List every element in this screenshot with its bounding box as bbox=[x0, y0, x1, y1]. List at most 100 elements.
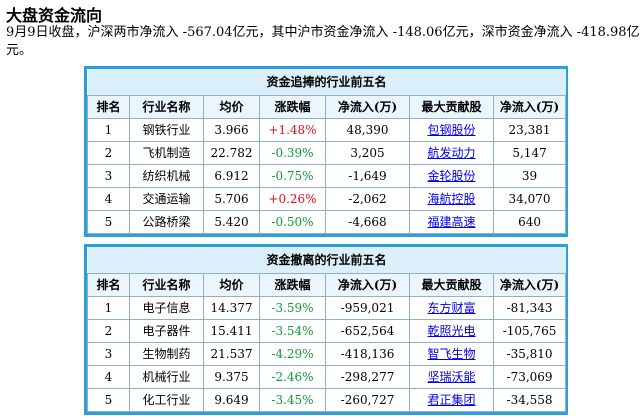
outflow-table-body: 1 电子信息 14.377 -3.59% -959,021 东方财富 -81,343 2 电子器… bbox=[87, 295, 567, 412]
top-stock-link[interactable]: 金轮股份 bbox=[427, 169, 476, 183]
rank-cell: 2 bbox=[87, 140, 130, 165]
industry-cell: 公路桥梁 bbox=[142, 215, 191, 229]
col-header: 均价 bbox=[203, 94, 260, 119]
col-header: 最大贡献股 bbox=[409, 272, 494, 297]
change-cell: -3.59% bbox=[271, 300, 314, 315]
col-header: 最大贡献股 bbox=[409, 94, 494, 119]
price-cell: 6.912 bbox=[214, 168, 249, 183]
stock-net-inflow-cell: 5,147 bbox=[492, 140, 567, 165]
change-cell: -2.46% bbox=[259, 364, 326, 389]
inflow-table-block: 资金追捧的行业前五名 排名 行业名称 均价 涨跌幅 净流入(万) 最大贡献股 净… bbox=[84, 66, 568, 237]
stock-net-inflow-cell: -81,343 bbox=[492, 295, 567, 320]
price-cell: 9.375 bbox=[214, 369, 249, 384]
stock-net-inflow-cell: -73,069 bbox=[492, 364, 567, 389]
price-cell: 21.537 bbox=[203, 341, 260, 366]
top-stock-link[interactable]: 坚瑞沃能 bbox=[427, 370, 476, 384]
change-cell: +0.26% bbox=[259, 186, 326, 211]
stock-net-inflow-cell: -105,765 bbox=[502, 323, 557, 338]
top-stock-cell: 金轮股份 bbox=[409, 163, 494, 188]
inflow-header-row: 排名 行业名称 均价 涨跌幅 净流入(万) 最大贡献股 净流入(万) bbox=[87, 94, 567, 119]
table-row: 4 交通运输 5.706 +0.26% -2,062 海航控股 34,070 bbox=[87, 186, 567, 211]
industry-cell: 机械行业 bbox=[129, 364, 204, 389]
change-cell: -0.50% bbox=[259, 209, 326, 234]
industry-cell: 化工行业 bbox=[142, 393, 191, 407]
table-row: 1 钢铁行业 3.966 +1.48% 48,390 包钢股份 23,381 bbox=[87, 117, 567, 142]
top-stock-link[interactable]: 东方财富 bbox=[427, 301, 476, 315]
change-cell: -0.50% bbox=[271, 214, 314, 229]
stock-net-inflow-cell: -105,765 bbox=[492, 318, 567, 343]
industry-cell: 机械行业 bbox=[142, 370, 191, 384]
price-cell: 22.782 bbox=[210, 145, 253, 160]
net-inflow-cell: 3,205 bbox=[325, 140, 410, 165]
net-inflow-cell: -652,564 bbox=[340, 323, 395, 338]
net-inflow-cell: -959,021 bbox=[325, 295, 410, 320]
industry-cell: 化工行业 bbox=[129, 387, 204, 412]
top-stock-cell: 海航控股 bbox=[409, 186, 494, 211]
rank-cell: 5 bbox=[104, 214, 113, 229]
net-inflow-cell: -959,021 bbox=[340, 300, 395, 315]
net-inflow-cell: -4,668 bbox=[325, 209, 410, 234]
top-stock-link[interactable]: 航发动力 bbox=[427, 146, 476, 160]
change-cell: -3.45% bbox=[259, 387, 326, 412]
industry-cell: 生物制药 bbox=[129, 341, 204, 366]
net-inflow-cell: -4,668 bbox=[348, 214, 387, 229]
outflow-table-block: 资金撤离的行业前五名 排名 行业名称 均价 涨跌幅 净流入(万) 最大贡献股 净… bbox=[84, 244, 568, 415]
net-inflow-cell: -2,062 bbox=[325, 186, 410, 211]
price-cell: 5.420 bbox=[214, 214, 249, 229]
price-cell: 14.377 bbox=[210, 300, 253, 315]
industry-cell: 飞机制造 bbox=[142, 146, 191, 160]
net-inflow-cell: -298,277 bbox=[325, 364, 410, 389]
stock-net-inflow-cell: -34,558 bbox=[492, 387, 567, 412]
change-cell: -4.29% bbox=[271, 346, 314, 361]
price-cell: 15.411 bbox=[203, 318, 260, 343]
stock-net-inflow-cell: 5,147 bbox=[512, 145, 547, 160]
table-row: 3 纺织机械 6.912 -0.75% -1,649 金轮股份 39 bbox=[87, 163, 567, 188]
price-cell: 6.912 bbox=[203, 163, 260, 188]
price-cell: 9.375 bbox=[203, 364, 260, 389]
inflow-table: 资金追捧的行业前五名 排名 行业名称 均价 涨跌幅 净流入(万) 最大贡献股 净… bbox=[87, 69, 567, 234]
rank-cell: 3 bbox=[87, 163, 130, 188]
rank-cell: 3 bbox=[87, 341, 130, 366]
net-inflow-cell: 48,390 bbox=[346, 122, 389, 137]
col-header: 排名 bbox=[87, 94, 130, 119]
col-header: 涨跌幅 bbox=[259, 94, 326, 119]
rank-cell: 1 bbox=[104, 300, 113, 315]
price-cell: 9.649 bbox=[214, 392, 249, 407]
rank-cell: 4 bbox=[87, 186, 130, 211]
outflow-table: 资金撤离的行业前五名 排名 行业名称 均价 涨跌幅 净流入(万) 最大贡献股 净… bbox=[87, 247, 567, 412]
top-stock-link[interactable]: 海航控股 bbox=[427, 192, 476, 206]
col-header: 均价 bbox=[203, 272, 260, 297]
change-cell: -3.45% bbox=[271, 392, 314, 407]
industry-cell: 钢铁行业 bbox=[129, 117, 204, 142]
rank-cell: 1 bbox=[104, 122, 113, 137]
rank-cell: 5 bbox=[87, 209, 130, 234]
col-header: 排名 bbox=[87, 272, 130, 297]
outflow-header-row: 排名 行业名称 均价 涨跌幅 净流入(万) 最大贡献股 净流入(万) bbox=[87, 272, 567, 297]
stock-net-inflow-cell: 39 bbox=[521, 168, 538, 183]
industry-cell: 公路桥梁 bbox=[129, 209, 204, 234]
top-stock-link[interactable]: 包钢股份 bbox=[427, 123, 476, 137]
stock-net-inflow-cell: 640 bbox=[518, 214, 541, 229]
industry-cell: 交通运输 bbox=[129, 186, 204, 211]
top-stock-link[interactable]: 智飞生物 bbox=[427, 347, 476, 361]
industry-cell: 电子信息 bbox=[129, 295, 204, 320]
top-stock-link[interactable]: 君正集团 bbox=[427, 393, 476, 407]
stock-net-inflow-cell: 34,070 bbox=[508, 191, 551, 206]
table-row: 3 生物制药 21.537 -4.29% -418,136 智飞生物 -35,810 bbox=[87, 341, 567, 366]
change-cell: -2.46% bbox=[271, 369, 314, 384]
table-row: 2 飞机制造 22.782 -0.39% 3,205 航发动力 5,147 bbox=[87, 140, 567, 165]
top-stock-cell: 航发动力 bbox=[409, 140, 494, 165]
net-inflow-cell: 3,205 bbox=[350, 145, 385, 160]
rank-cell: 4 bbox=[87, 364, 130, 389]
top-stock-link[interactable]: 福建高速 bbox=[427, 215, 476, 229]
table-row: 1 电子信息 14.377 -3.59% -959,021 东方财富 -81,343 bbox=[87, 295, 567, 320]
change-cell: -3.59% bbox=[259, 295, 326, 320]
net-inflow-cell: -652,564 bbox=[325, 318, 410, 343]
col-header: 净流入(万) bbox=[492, 94, 567, 119]
rank-cell: 5 bbox=[104, 392, 113, 407]
top-stock-link[interactable]: 乾照光电 bbox=[427, 324, 476, 338]
price-cell: 21.537 bbox=[210, 346, 253, 361]
industry-cell: 电子信息 bbox=[142, 301, 191, 315]
col-header: 涨跌幅 bbox=[259, 272, 326, 297]
page-title: 大盘资金流向 bbox=[6, 6, 103, 25]
